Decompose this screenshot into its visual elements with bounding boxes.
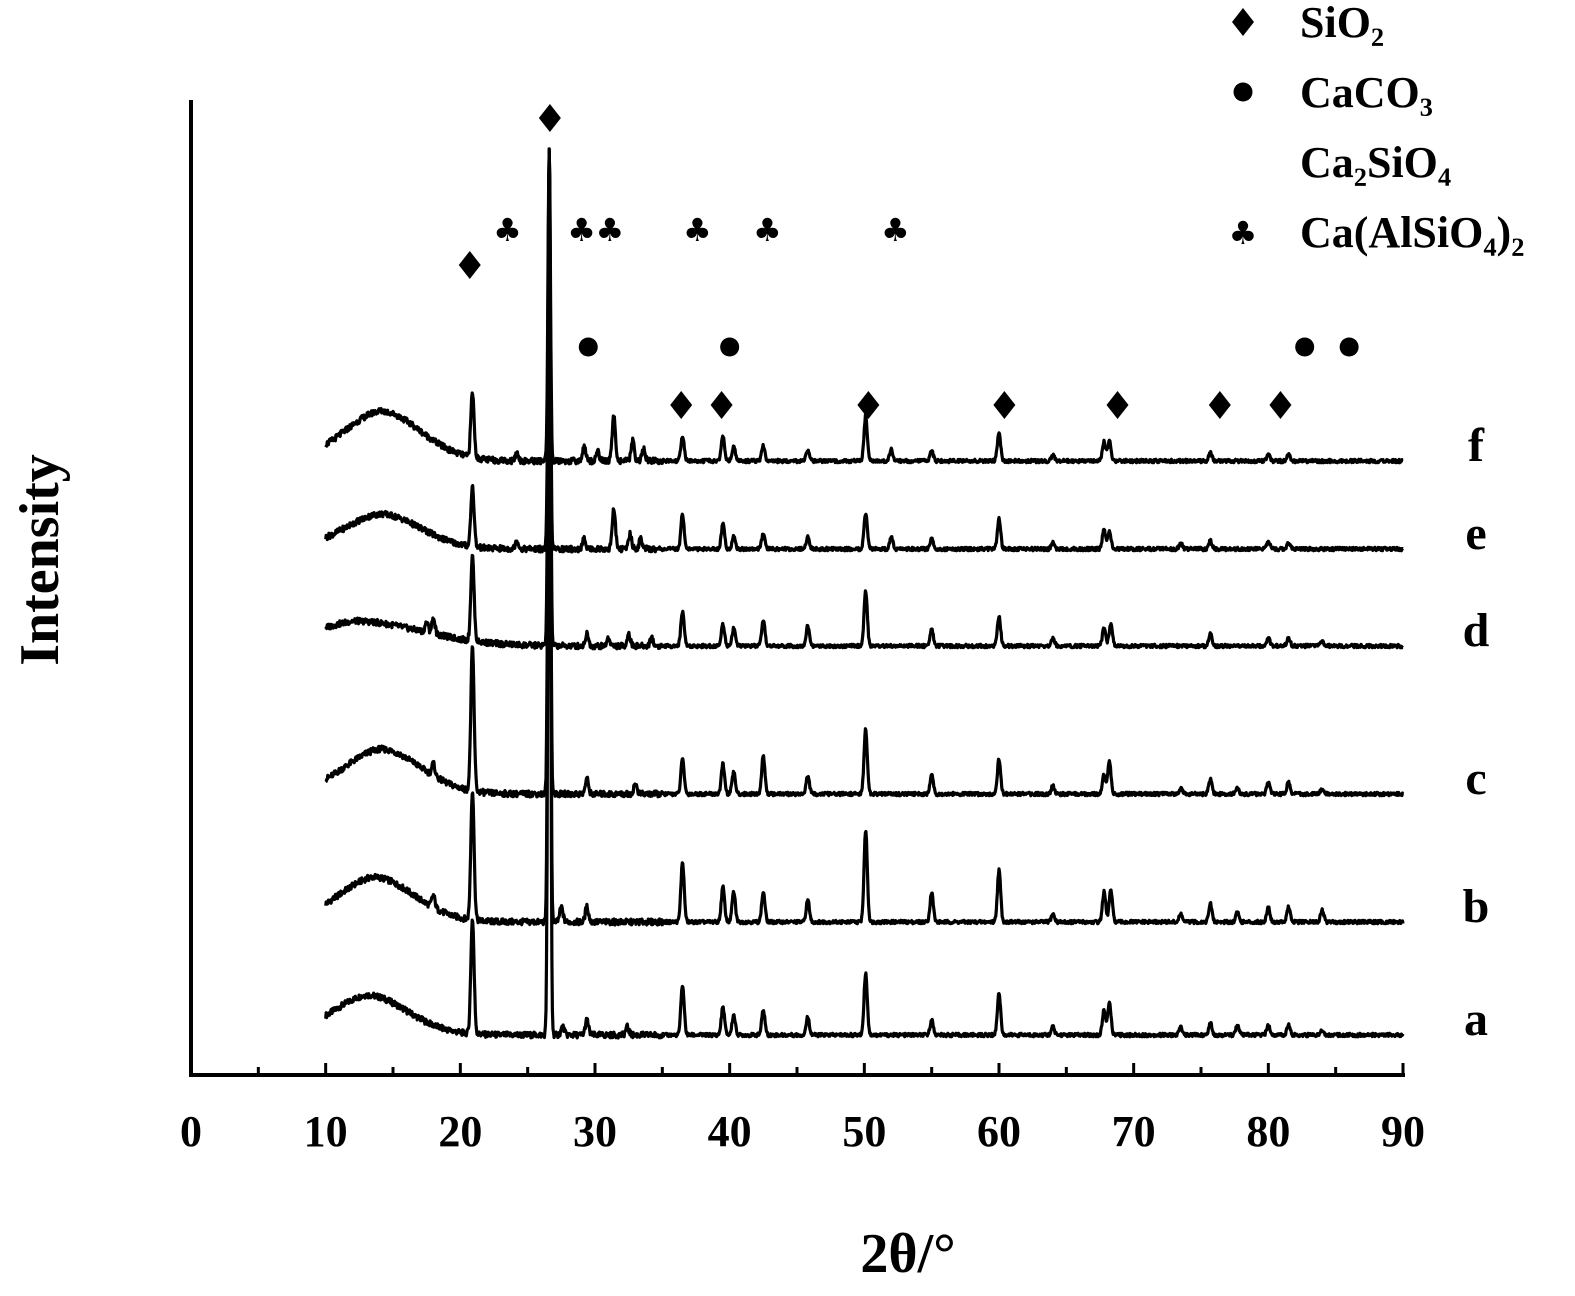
club-marker-icon: ♣	[683, 211, 712, 249]
series-f-line	[324, 150, 1405, 466]
legend-label: SiO₂	[1300, 0, 1384, 47]
x-tick-label: 60	[977, 1107, 1021, 1156]
series-b-line	[324, 150, 1405, 927]
axes: 0 10 20 30 40 50 60 70 80 90	[180, 100, 1425, 1156]
curve-labels: a b c def	[1463, 419, 1490, 1046]
x-tick-label: 20	[438, 1107, 482, 1156]
legend-club-icon: ♣	[1229, 214, 1258, 252]
legend: SiO₂ CaCO₃ Ca₂SiO₄ ♣ Ca(AlSiO₄)₂	[1229, 0, 1525, 257]
x-tick-label: 90	[1381, 1107, 1425, 1156]
x-tick-label: 30	[573, 1107, 617, 1156]
series-c-line	[324, 149, 1405, 799]
x-tick-label: 40	[708, 1107, 752, 1156]
legend-label: Ca(AlSiO₄)₂	[1300, 208, 1524, 257]
curve-label-f: f	[1468, 419, 1485, 472]
diamond-marker-icon	[993, 391, 1016, 419]
y-axis-title: Intensity	[9, 454, 71, 666]
x-tick-label: 50	[842, 1107, 886, 1156]
series-d-line	[324, 150, 1405, 651]
diamond-marker-icon	[857, 391, 880, 419]
circle-marker-icon	[1339, 337, 1359, 357]
circle-marker-icon	[578, 337, 598, 357]
club-marker-icon: ♣	[493, 211, 522, 249]
circle-marker-icon	[720, 337, 740, 357]
curve-label-c: c	[1465, 752, 1486, 805]
curve-label-e: e	[1465, 507, 1486, 560]
diamond-marker-icon	[1269, 391, 1292, 419]
series-e-line	[324, 147, 1405, 554]
diamond-marker-icon	[458, 251, 481, 279]
diamond-marker-icon	[710, 391, 733, 419]
club-marker-icon: ♣	[753, 211, 782, 249]
circle-marker-icon	[1295, 337, 1315, 357]
legend-label: Ca₂SiO₄	[1300, 138, 1451, 187]
curve-label-b: b	[1463, 880, 1490, 933]
diamond-marker-icon	[1106, 391, 1129, 419]
diamond-marker-icon	[538, 104, 561, 132]
club-marker-icon: ♣	[595, 211, 624, 249]
diamond-marker-icon	[670, 391, 693, 419]
legend-label: CaCO₃	[1300, 68, 1433, 117]
x-tick-label: 10	[304, 1107, 348, 1156]
club-marker-icon: ♣	[567, 211, 596, 249]
series-a-line	[324, 147, 1405, 1040]
phase-markers: ♣ ♣ ♣ ♣ ♣ ♣	[458, 104, 1359, 419]
x-tick-label: 80	[1246, 1107, 1290, 1156]
curves	[324, 147, 1405, 1040]
x-tick-label: 0	[180, 1107, 202, 1156]
curve-label-d: d	[1463, 604, 1490, 657]
x-axis-title: 2θ/°	[860, 1223, 955, 1285]
legend-circle-icon	[1233, 82, 1253, 102]
club-marker-icon: ♣	[881, 211, 910, 249]
curve-label-a: a	[1464, 993, 1488, 1046]
diamond-marker-icon	[1208, 391, 1231, 419]
x-tick-label: 70	[1112, 1107, 1156, 1156]
legend-diamond-icon	[1232, 8, 1254, 36]
